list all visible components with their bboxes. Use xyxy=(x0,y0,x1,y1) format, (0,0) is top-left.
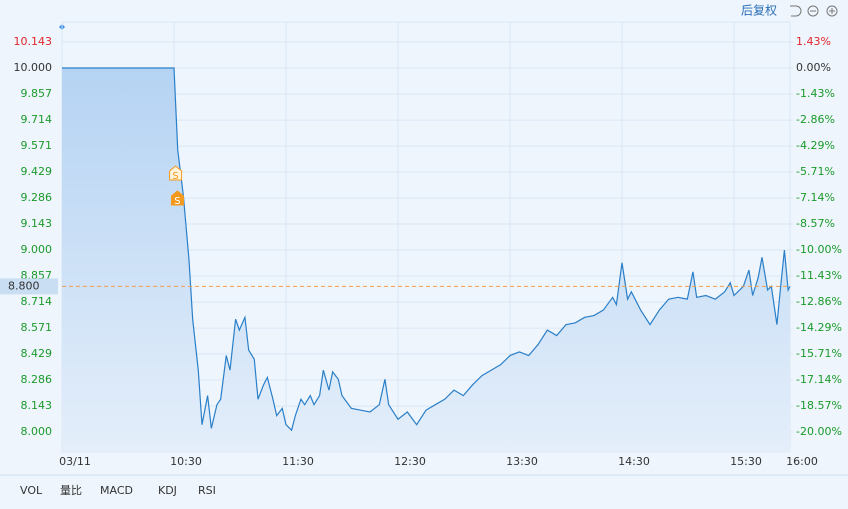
x-tick-label: 03/11 xyxy=(59,455,91,468)
y2-tick-label: -4.29% xyxy=(796,139,835,152)
price-line xyxy=(62,67,791,432)
y-tick-label: 10.143 xyxy=(14,35,53,48)
y-tick-label: 9.143 xyxy=(21,217,53,230)
indicator-tab[interactable]: MACD xyxy=(100,484,133,497)
y2-tick-label: -1.43% xyxy=(796,87,835,100)
indicator-tab[interactable]: VOL xyxy=(20,484,43,497)
signal-marker xyxy=(169,165,183,181)
toolbar-icons xyxy=(790,5,838,17)
y-tick-label: 9.571 xyxy=(21,139,53,152)
signal-marker xyxy=(170,190,184,206)
y2-tick-label: -8.57% xyxy=(796,217,835,230)
y2-tick-label: 1.43% xyxy=(796,35,831,48)
y2-tick-label: 0.00% xyxy=(796,61,831,74)
indicator-tab[interactable]: KDJ xyxy=(158,484,177,497)
y2-tick-label: -11.43% xyxy=(796,269,842,282)
y2-tick-label: -17.14% xyxy=(796,373,842,386)
y2-tick-label: -10.00% xyxy=(796,243,842,256)
y-tick-label: 9.286 xyxy=(21,191,53,204)
x-tick-label: 15:30 xyxy=(730,455,762,468)
y-tick-label: 9.000 xyxy=(21,243,53,256)
current-price-label: 8.800 xyxy=(8,279,40,292)
y-tick-label: 8.429 xyxy=(21,347,53,360)
indicator-tab[interactable]: RSI xyxy=(198,484,216,497)
x-tick-label: 11:30 xyxy=(282,455,314,468)
y-tick-label: 8.571 xyxy=(21,321,53,334)
y-tick-label: 8.143 xyxy=(21,399,53,412)
x-tick-label: 13:30 xyxy=(506,455,538,468)
y2-tick-label: -12.86% xyxy=(796,295,842,308)
indicator-tab[interactable]: 量比 xyxy=(60,484,82,497)
zoom-out[interactable] xyxy=(807,5,819,17)
y2-tick-label: -20.00% xyxy=(796,425,842,438)
y-tick-label: 9.429 xyxy=(21,165,53,178)
y-tick-label: 8.286 xyxy=(21,373,53,386)
x-tick-label: 16:00 xyxy=(786,455,818,468)
y-tick-label: 10.000 xyxy=(14,61,53,74)
tabs: VOL 量比 MACD KDJ RSI xyxy=(20,484,216,497)
y2-tick-label: -14.29% xyxy=(796,321,842,334)
y-tick-label: 8.000 xyxy=(21,425,53,438)
y2-tick-label: -7.14% xyxy=(796,191,835,204)
y2-tick-label: -15.71% xyxy=(796,347,842,360)
y2-tick-label: -5.71% xyxy=(796,165,835,178)
y-tick-label: 9.714 xyxy=(21,113,53,126)
area xyxy=(62,68,790,452)
adjust-button[interactable]: 后复权 xyxy=(741,4,777,18)
x-tick-label: 12:30 xyxy=(394,455,426,468)
y2-tick-label: -18.57% xyxy=(796,399,842,412)
plot: 10.143 10.000 9.857 9.714 9.571 9.429 9.286 9.1… xyxy=(0,21,842,468)
zoom-in[interactable] xyxy=(826,5,838,17)
reset-icon[interactable] xyxy=(790,5,802,17)
y2-tick-label: -2.86% xyxy=(796,113,835,126)
y-tick-label: 8.714 xyxy=(21,295,53,308)
signal-label: S xyxy=(174,196,180,207)
signal-label: S xyxy=(172,171,178,182)
current-price-box xyxy=(0,278,58,295)
y-tick-label: 9.857 xyxy=(21,87,53,100)
x-tick-label: 10:30 xyxy=(170,455,202,468)
x-tick-label: 14:30 xyxy=(618,455,650,468)
